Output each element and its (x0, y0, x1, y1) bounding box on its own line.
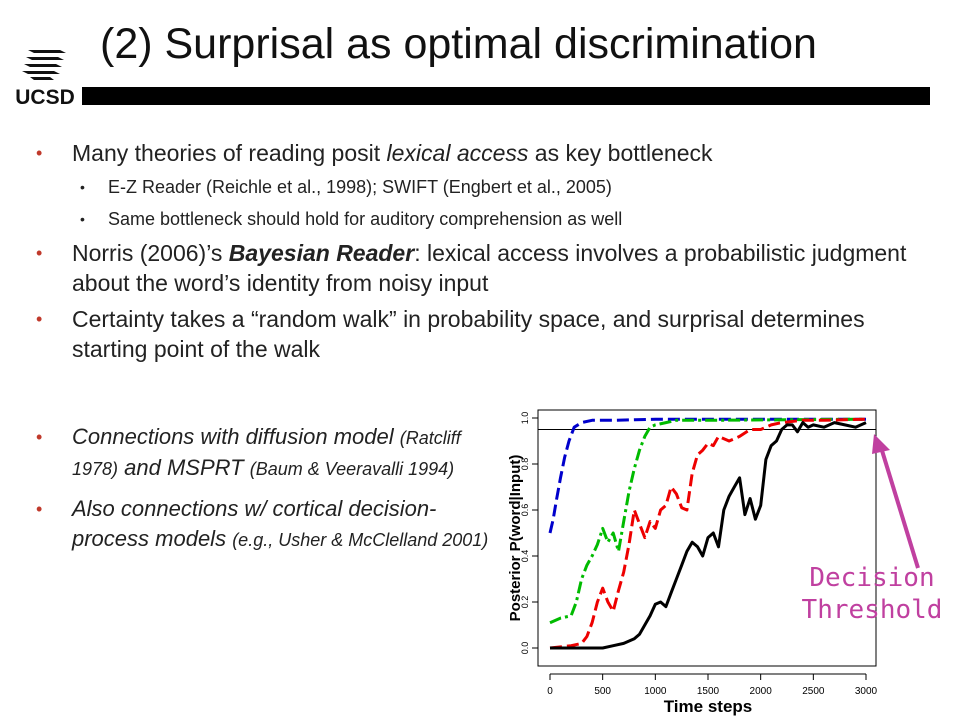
bullet-cortical: • Also connections w/ cortical decision-… (36, 494, 496, 555)
connections-list: • Connections with diffusion model (Ratc… (36, 422, 496, 565)
series-line-1 (548, 417, 866, 534)
x-tick-label: 2000 (750, 686, 773, 697)
bullet-emphasis: lexical access (386, 140, 529, 166)
bullet-diffusion: • Connections with diffusion model (Ratc… (36, 422, 496, 484)
y-axis-label: Posterior P(word|Input) (507, 455, 524, 622)
x-tick-label: 1000 (644, 686, 667, 697)
threshold-label-line1: Decision (809, 563, 935, 593)
title-rule (82, 87, 930, 105)
bullet-text: Certainty takes a “random walk” in proba… (72, 306, 865, 362)
x-tick-label: 1500 (697, 686, 720, 697)
bullet-dot-icon: • (36, 309, 43, 329)
bullet-dot-icon: • (36, 499, 43, 519)
series-line-4 (550, 421, 867, 650)
x-tick-label: 500 (594, 686, 611, 697)
ucsd-emblem-icon (22, 50, 66, 80)
y-tick-label: 1.0 (520, 412, 530, 425)
bullet-text: Many theories of reading posit (72, 140, 387, 166)
bullet-bayesian-reader: • Norris (2006)’s Bayesian Reader: lexic… (36, 238, 936, 298)
bullet-citation: (Baum & Veeravalli 1994) (249, 459, 455, 479)
bullet-text: Norris (2006)’s (72, 240, 229, 266)
posterior-chart: 0.0 0.2 0.4 0.6 0.8 1.0 0 500 1000 1500 2000 2500 3… (507, 409, 878, 716)
subbullet-models: • E-Z Reader (Reichle et al., 1998); SWI… (36, 174, 936, 200)
bullet-emphasis: Bayesian Reader (228, 240, 415, 266)
series-line-2 (549, 417, 867, 625)
bullet-dot-icon: • (36, 427, 43, 447)
bullet-dot-icon: • (80, 179, 85, 195)
bullet-text: as key bottleneck (528, 140, 713, 166)
series-group (548, 417, 867, 650)
bullet-text: and MSPRT (118, 455, 250, 480)
decision-threshold-label: Decision Threshold (784, 562, 960, 626)
series-line-3 (549, 417, 867, 650)
bullet-text: Also connections w/ cortical decision-pr… (72, 496, 437, 551)
bullet-citation: (Ratcliff 1978) (72, 428, 461, 479)
y-tick-label: 0.6 (520, 504, 530, 517)
subbullet-text: Same bottleneck should hold for auditory… (108, 209, 623, 229)
bullet-dot-icon: • (80, 211, 85, 227)
bullet-lexical-access: • Many theories of reading posit lexical… (36, 138, 936, 168)
bullet-citation: (e.g., Usher & McClelland 2001) (232, 530, 489, 550)
bullet-list: • Many theories of reading posit lexical… (36, 138, 936, 370)
plot-frame (537, 409, 877, 667)
arrow-head-icon (872, 434, 890, 454)
x-tick-label: 2500 (802, 686, 825, 697)
subbullet-auditory: • Same bottleneck should hold for audito… (36, 206, 936, 232)
slide-title: (2) Surprisal as optimal discrimination (100, 20, 817, 68)
y-tick-label: 0.8 (520, 458, 530, 471)
bullet-text: : lexical access involves a probabilisti… (72, 240, 907, 296)
logo-text: UCSD (15, 86, 75, 109)
bullet-dot-icon: • (36, 143, 43, 163)
bullet-dot-icon: • (36, 243, 43, 263)
ucsd-logo: UCSD (6, 48, 84, 110)
threshold-label-line2: Threshold (801, 595, 943, 625)
x-axis-label: Time steps (664, 697, 753, 716)
subbullet-text: E-Z Reader (Reichle et al., 1998); SWIFT… (108, 177, 612, 197)
x-tick-label: 0 (547, 686, 553, 697)
threshold-arrow (872, 434, 920, 569)
y-tick-label: 0.2 (520, 596, 530, 609)
y-tick-label: 0.4 (520, 550, 530, 563)
x-tick-label: 3000 (855, 686, 878, 697)
bullet-text: Connections with diffusion model (72, 424, 400, 449)
y-axis: 0.0 0.2 0.4 0.6 0.8 1.0 (520, 412, 538, 655)
arrow-shaft (878, 443, 920, 569)
bullet-random-walk: • Certainty takes a “random walk” in pro… (36, 304, 936, 364)
y-tick-label: 0.0 (520, 642, 530, 655)
x-axis: 0 500 1000 1500 2000 2500 3000 (547, 673, 878, 697)
